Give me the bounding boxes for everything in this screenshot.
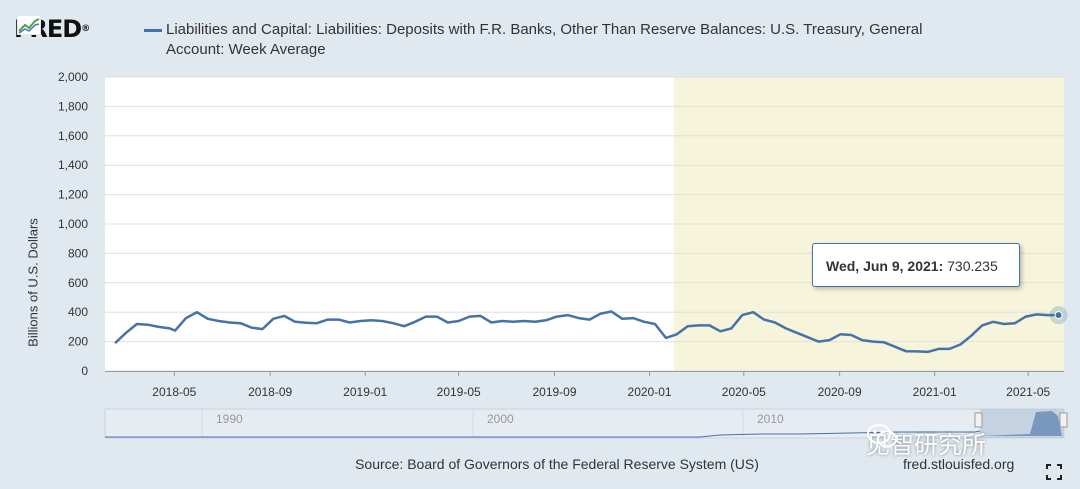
navigator-tick-label: 2010 (757, 412, 784, 426)
x-tick-label: 2019-01 (343, 385, 387, 399)
fred-site-link[interactable]: fred.stlouisfed.org (903, 456, 1015, 472)
fred-logo[interactable]: FRED® (14, 15, 90, 43)
hover-point[interactable] (1054, 311, 1063, 320)
y-tick-label: 1,800 (58, 99, 88, 113)
data-tooltip: Wed, Jun 9, 2021: 730.235 (812, 243, 1020, 287)
navigator-selection-area (980, 411, 1062, 436)
x-tick-label: 2019-09 (532, 385, 576, 399)
y-tick-label: 1,200 (58, 188, 88, 202)
x-tick-label: 2021-05 (1006, 385, 1050, 399)
y-axis-label: Billions of U.S. Dollars (25, 218, 41, 347)
x-tick-label: 2020-01 (628, 385, 672, 399)
y-tick-label: 1,000 (58, 217, 88, 231)
fullscreen-icon[interactable] (1046, 464, 1062, 480)
chart-header: FRED® Liabilities and Capital: Liabiliti… (14, 12, 1074, 62)
x-tick-label: 2020-09 (818, 385, 862, 399)
x-tick-label: 2018-09 (248, 385, 292, 399)
y-tick-label: 1,400 (58, 158, 88, 172)
y-tick-label: 600 (68, 276, 88, 290)
chart-source: Source: Board of Governors of the Federa… (355, 456, 759, 472)
y-tick-label: 0 (81, 364, 88, 378)
chart-container[interactable]: 0 200 400 600 800 1,000 1,200 1,400 1,600 1,800 2,… (0, 60, 1080, 489)
wechat-icon (867, 424, 897, 448)
y-tick-label: 400 (68, 305, 88, 319)
navigator-left-handle[interactable] (974, 412, 983, 428)
x-tick-label: 2020-05 (722, 385, 766, 399)
navigator-series-line (105, 430, 981, 438)
chart-svg[interactable]: 0 200 400 600 800 1,000 1,200 1,400 1,600 1,800 2,… (0, 60, 1080, 489)
tooltip-date: Wed, Jun 9, 2021: (826, 258, 944, 274)
series-line-swatch (144, 29, 162, 32)
x-tick-label: 2019-05 (437, 385, 481, 399)
navigator-tick-label: 2000 (487, 412, 514, 426)
navigator-right-handle[interactable] (1059, 412, 1068, 428)
navigator-tick-label: 1990 (216, 412, 243, 426)
watermark-text: 见智研究所 (866, 431, 986, 459)
x-tick-label: 2021-01 (913, 385, 957, 399)
fred-chart-icon (17, 15, 41, 35)
y-tick-label: 1,600 (58, 129, 88, 143)
y-tick-label: 200 (68, 335, 88, 349)
x-tick-label: 2018-05 (152, 385, 196, 399)
y-tick-label: 800 (68, 246, 88, 260)
wechat-watermark: 见智研究所 (866, 422, 1056, 462)
tooltip-value: 730.235 (947, 258, 998, 274)
chart-title: Liabilities and Capital: Liabilities: De… (166, 21, 923, 58)
navigator-track[interactable] (104, 408, 1065, 439)
series-line[interactable] (114, 310, 1059, 354)
y-tick-label: 2,000 (58, 70, 88, 84)
